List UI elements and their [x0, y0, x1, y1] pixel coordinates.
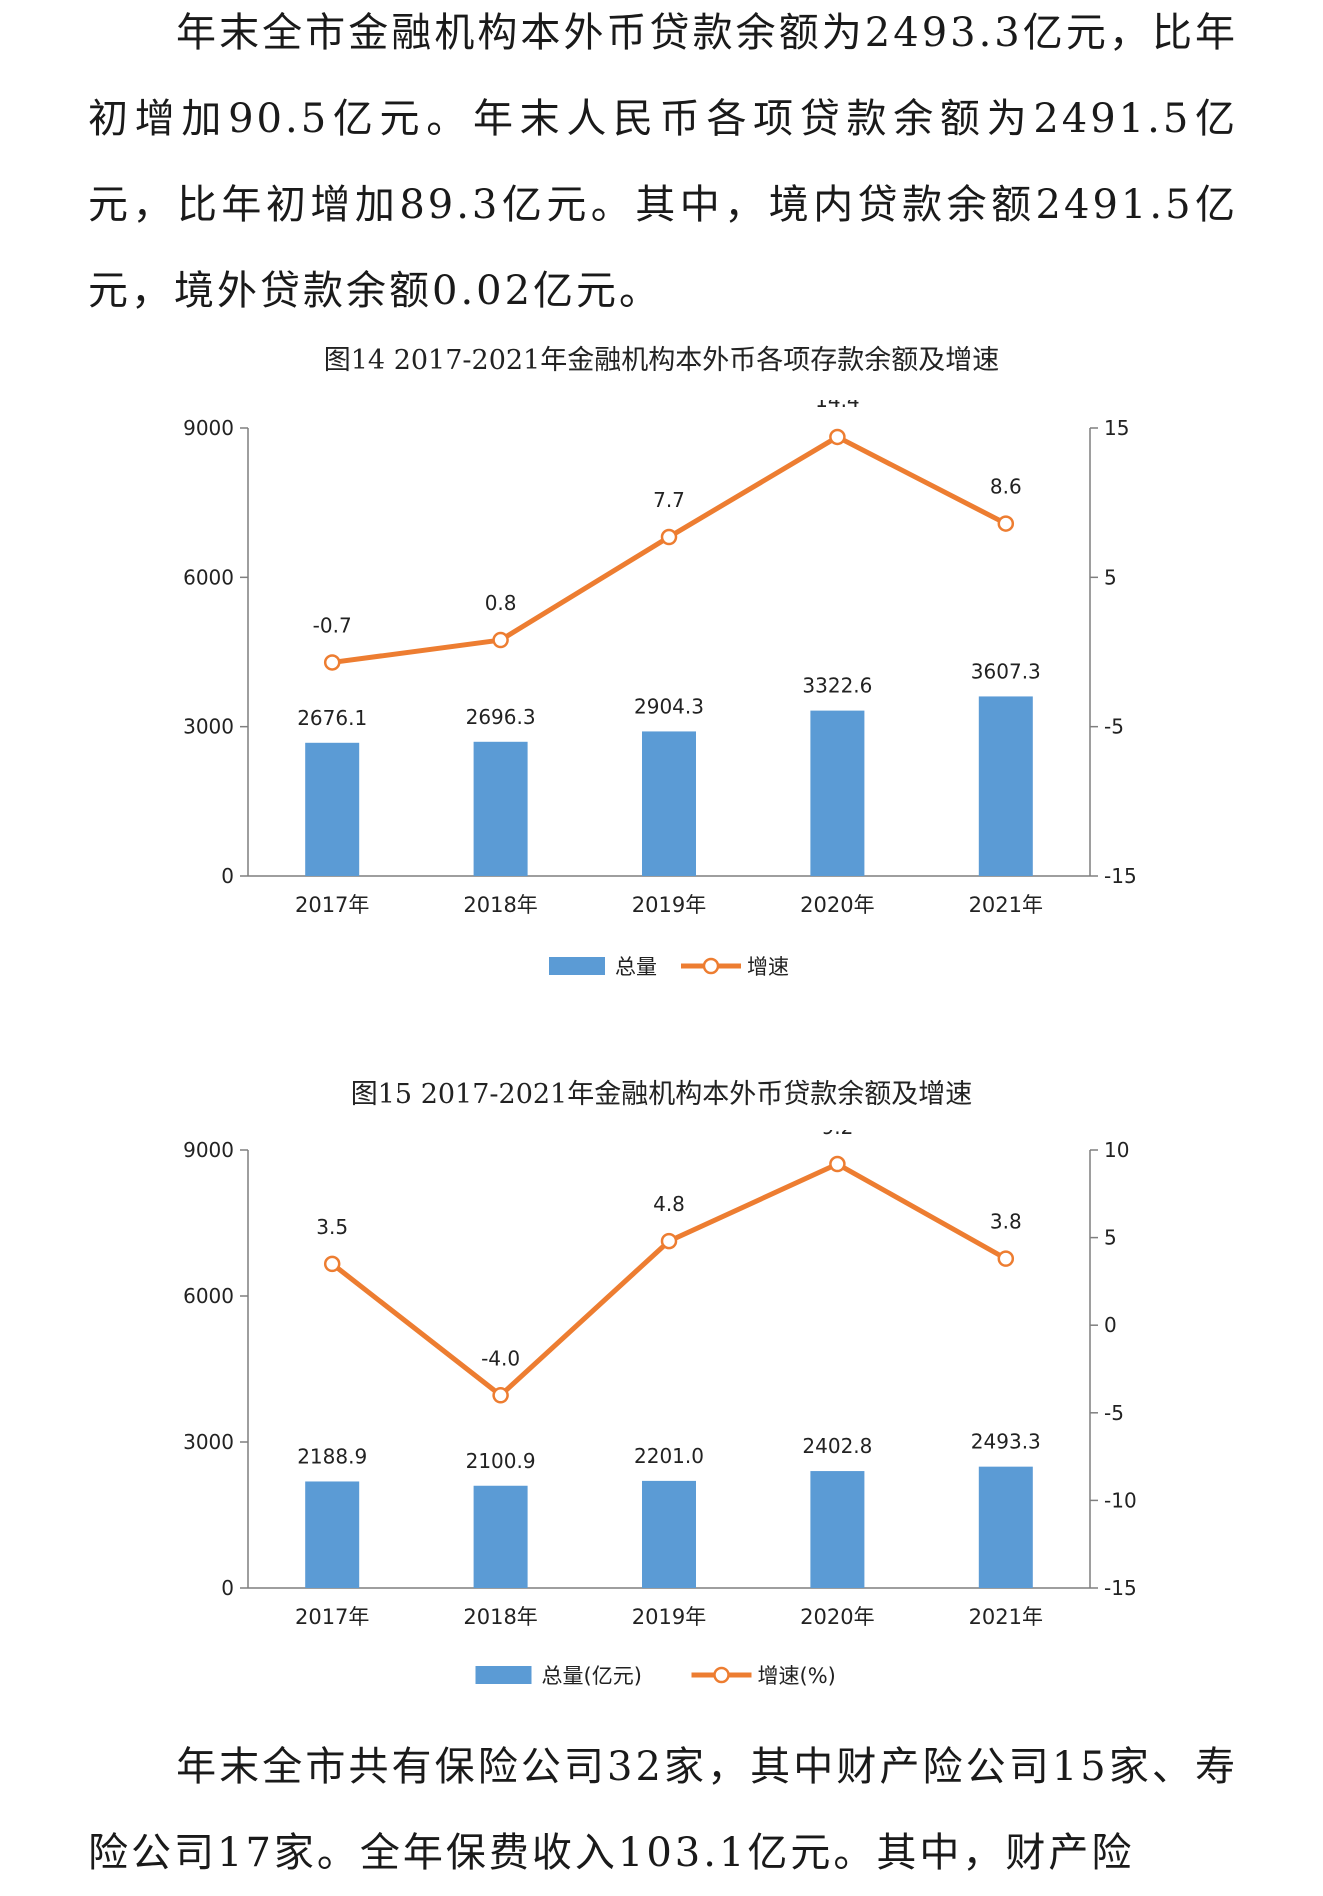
- right-tick-label: 5: [1104, 1226, 1117, 1250]
- legend-bar-swatch: [549, 957, 605, 975]
- right-tick-label: -5: [1104, 1401, 1124, 1425]
- right-tick-label: 10: [1104, 1138, 1129, 1162]
- right-tick-label: 0: [1104, 1313, 1117, 1337]
- bar: [642, 1480, 696, 1588]
- right-tick-label: -10: [1104, 1488, 1137, 1512]
- bar: [642, 731, 696, 876]
- figure-14-title: 图14 2017-2021年金融机构本外币各项存款余额及增速: [323, 345, 1000, 376]
- paragraph-loans: 年末全市金融机构本外币贷款余额为2493.3亿元，比年初增加90.5亿元。年末人…: [88, 0, 1238, 334]
- bar-value-label: 3322.6: [802, 674, 872, 698]
- bar-value-label: 2402.8: [802, 1434, 872, 1458]
- bar-value-label: 3607.3: [971, 659, 1041, 683]
- growth-point: [323, 1255, 341, 1273]
- growth-line: [331, 434, 1007, 665]
- left-tick-label: 0: [221, 1576, 234, 1600]
- growth-point: [323, 654, 341, 671]
- growth-point: [829, 428, 846, 446]
- x-tick-label: 2018年: [463, 893, 537, 917]
- right-tick-label: -15: [1104, 864, 1137, 888]
- bar: [810, 1471, 865, 1588]
- left-tick-label: 3000: [183, 715, 234, 739]
- right-tick-label: 5: [1104, 565, 1117, 589]
- x-tick-label: 2021年: [969, 893, 1043, 917]
- growth-value-label: 7.7: [653, 488, 685, 512]
- bar-value-label: 2201.0: [634, 1444, 704, 1468]
- growth-point: [492, 631, 509, 649]
- x-tick-label: 2019年: [632, 893, 706, 917]
- growth-point: [829, 1155, 846, 1173]
- growth-value-label: 3.5: [316, 1215, 348, 1239]
- growth-value-label: 3.8: [990, 1210, 1022, 1234]
- chart-fig14: 0 3000 6000 9000 -15 -5 5 15 2676.1 2696.3 2904.3 3…: [183, 400, 1137, 979]
- chart-fig15: 0 3000 6000 9000 -15 -10 -5 0 5 10 2188.9 2100.9 220…: [183, 1130, 1137, 1688]
- x-tick-label: 2020年: [800, 1605, 874, 1629]
- paragraph-insurance: 年末全市共有保险公司32家，其中财产险公司15家、寿险公司17家。全年保费收入1…: [88, 1724, 1238, 1896]
- bar: [305, 742, 360, 876]
- legend-line-label: 增速(%): [758, 1664, 836, 1688]
- growth-value-label: 14.4: [815, 400, 860, 412]
- left-tick-label: 9000: [183, 1138, 234, 1162]
- x-tick-label: 2019年: [632, 1605, 706, 1629]
- legend-line-marker: [702, 957, 720, 975]
- right-tick-label: 15: [1104, 416, 1129, 440]
- right-tick-label: -5: [1104, 715, 1124, 739]
- growth-value-label: 0.8: [485, 591, 517, 615]
- legend-line-marker: [713, 1666, 730, 1684]
- x-tick-label: 2021年: [969, 1605, 1043, 1629]
- right-tick-label: -15: [1104, 1576, 1137, 1600]
- left-tick-label: 3000: [183, 1430, 234, 1454]
- x-tick-label: 2018年: [463, 1605, 537, 1629]
- legend-bar-swatch: [475, 1666, 532, 1684]
- bar: [473, 741, 528, 876]
- legend-bar-label: 总量: [615, 955, 657, 979]
- growth-value-label: 4.8: [653, 1192, 685, 1216]
- bar: [473, 1485, 528, 1588]
- left-tick-label: 6000: [183, 565, 234, 589]
- bar-value-label: 2188.9: [297, 1444, 367, 1468]
- paragraph-insurance-text: 年末全市共有保险公司32家，其中财产险公司15家、寿险公司17家。全年保费收入1…: [88, 1744, 1238, 1876]
- bar-value-label: 2676.1: [297, 706, 367, 730]
- bar: [810, 710, 865, 876]
- growth-value-label: -0.7: [313, 613, 352, 637]
- bar-value-label: 2100.9: [466, 1449, 536, 1473]
- figure-15-title: 图15 2017-2021年金融机构本外币贷款余额及增速: [350, 1079, 973, 1110]
- growth-point: [997, 515, 1015, 532]
- left-tick-label: 0: [221, 864, 234, 888]
- x-tick-label: 2017年: [295, 893, 369, 917]
- growth-point: [997, 1250, 1015, 1267]
- growth-point: [660, 528, 678, 546]
- bar: [978, 1466, 1033, 1588]
- bar: [978, 696, 1033, 876]
- legend-line-label: 增速: [747, 955, 789, 979]
- bar-value-label: 2696.3: [466, 705, 536, 729]
- left-tick-label: 9000: [183, 416, 234, 440]
- bar-value-label: 2904.3: [634, 694, 704, 718]
- bar: [305, 1481, 360, 1588]
- x-tick-label: 2017年: [295, 1605, 369, 1629]
- x-tick-label: 2020年: [800, 893, 874, 917]
- growth-point: [492, 1387, 509, 1404]
- growth-point: [660, 1232, 678, 1250]
- paragraph-loans-text: 年末全市金融机构本外币贷款余额为2493.3亿元，比年初增加90.5亿元。年末人…: [88, 10, 1238, 314]
- left-tick-label: 6000: [183, 1284, 234, 1308]
- growth-value-label: 9.2: [821, 1130, 853, 1139]
- bar-value-label: 2493.3: [971, 1430, 1041, 1454]
- growth-value-label: -4.0: [481, 1346, 520, 1370]
- legend-bar-label: 总量(亿元): [542, 1664, 642, 1688]
- growth-value-label: 8.6: [990, 475, 1022, 499]
